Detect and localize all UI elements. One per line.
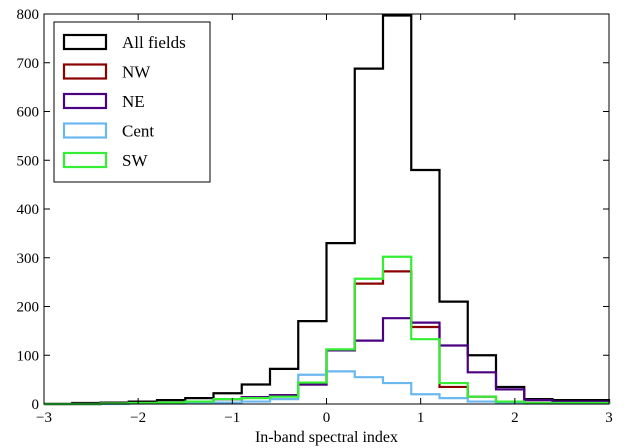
y-tick-label: 300 — [17, 251, 40, 267]
y-tick-label: 800 — [17, 7, 40, 23]
y-tick-label: 200 — [17, 300, 40, 316]
legend: All fields NW NE Cent SW — [53, 21, 211, 183]
x-tick-label: 2 — [511, 410, 519, 426]
legend-label: NE — [122, 92, 145, 111]
y-tick-label: 400 — [17, 202, 40, 218]
legend-swatch — [62, 33, 108, 51]
x-tick-label: 1 — [417, 410, 425, 426]
plot-frame — [43, 13, 610, 405]
legend-label: NW — [122, 63, 151, 82]
legend-label: SW — [122, 151, 148, 170]
y-tick-label: 600 — [17, 105, 40, 121]
y-tick-label: 700 — [17, 56, 40, 72]
legend-label: All fields — [122, 33, 186, 52]
x-tick-label: −1 — [224, 410, 240, 426]
legend-swatch — [62, 92, 108, 110]
y-tick-label: 0 — [32, 397, 40, 413]
tick-layer: −3 −2 −1 0 1 2 3 0 100 200 300 400 500 600 700 800 — [17, 7, 613, 426]
legend-swatch — [62, 63, 108, 80]
series-all-fields-line — [44, 14, 611, 406]
y-tick-label: 500 — [17, 153, 40, 169]
legend-swatch — [62, 122, 108, 139]
x-tick-label: −3 — [36, 410, 52, 426]
legend-swatch — [62, 151, 108, 169]
x-tick-label: −2 — [130, 410, 146, 426]
x-axis-label: In-band spectral index — [255, 429, 398, 446]
legend-label: Cent — [122, 122, 154, 141]
y-tick-label: 100 — [17, 348, 40, 364]
x-tick-label: 3 — [605, 410, 613, 426]
x-tick-label: 0 — [323, 410, 331, 426]
series-sw-line — [44, 255, 611, 406]
